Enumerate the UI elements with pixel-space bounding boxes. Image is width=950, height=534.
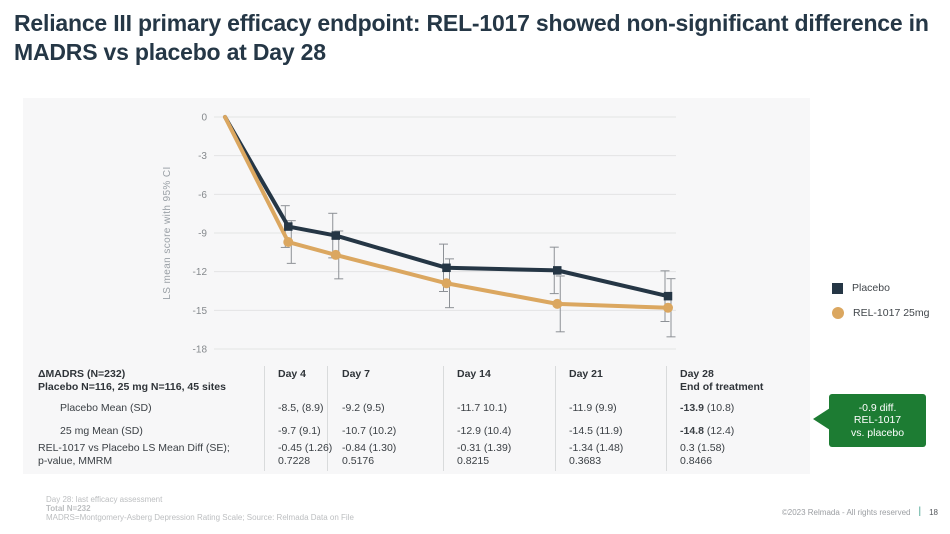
y-tick-label: -9 bbox=[198, 229, 207, 240]
diff-callout: -0.9 diff. REL-1017 vs. placebo bbox=[829, 394, 926, 447]
placebo-marker bbox=[331, 231, 340, 240]
rel1017-marker bbox=[283, 237, 294, 248]
callout-line-3: vs. placebo bbox=[850, 426, 905, 439]
footer: ©2023 Relmada - All rights reserved | 18 bbox=[782, 507, 938, 517]
legend-item-rel1017: REL-1017 25mg bbox=[832, 307, 929, 319]
chart-panel bbox=[23, 98, 810, 474]
chart-legend: Placebo REL-1017 25mg bbox=[832, 282, 929, 319]
placebo-marker bbox=[442, 263, 451, 273]
y-axis-title: LS mean score with 95% CI bbox=[162, 166, 173, 299]
y-tick-label: -3 bbox=[198, 151, 207, 162]
y-tick-label: -12 bbox=[193, 267, 208, 278]
rel1017-circle-icon bbox=[832, 307, 844, 319]
rel1017-marker bbox=[552, 298, 563, 309]
copyright-text: ©2023 Relmada - All rights reserved bbox=[781, 507, 911, 517]
placebo-marker bbox=[284, 222, 293, 231]
efficacy-line-chart: 0 -3 -6 -9 -12 -15 -18 LS mean score with 95% C… bbox=[162, 113, 676, 356]
page-title: Reliance III primary efficacy endpoint: … bbox=[14, 10, 929, 65]
callout-line-1: -0.9 diff. bbox=[858, 401, 897, 414]
y-tick-label: -6 bbox=[198, 190, 207, 201]
legend-label-placebo: Placebo bbox=[852, 282, 890, 294]
footnote-3: MADRS=Montgomery-Asberg Depression Ratin… bbox=[46, 513, 354, 522]
callout-line-2: REL-1017 bbox=[853, 414, 902, 427]
legend-label-rel1017: REL-1017 25mg bbox=[853, 307, 930, 319]
y-tick-label: 0 bbox=[201, 113, 207, 124]
y-tick-label: -15 bbox=[193, 306, 208, 317]
footer-divider: | bbox=[918, 506, 922, 517]
y-tick-label: -18 bbox=[193, 345, 208, 356]
rel1017-marker bbox=[441, 278, 452, 289]
rel1017-line bbox=[223, 115, 670, 310]
footnotes: Day 28: last efficacy assessment Total N… bbox=[46, 495, 354, 522]
placebo-line bbox=[223, 115, 670, 299]
callout-arrow-icon bbox=[813, 408, 830, 430]
placebo-square-icon bbox=[832, 282, 843, 294]
page-number: 18 bbox=[929, 507, 938, 517]
rel1017-marker bbox=[663, 302, 673, 313]
footnote-2: Total N=232 bbox=[46, 504, 91, 513]
footnote-1: Day 28: last efficacy assessment bbox=[46, 495, 163, 504]
placebo-marker bbox=[663, 291, 673, 301]
placebo-marker bbox=[553, 266, 562, 275]
rel1017-marker bbox=[330, 249, 341, 260]
legend-item-placebo: Placebo bbox=[832, 282, 929, 294]
